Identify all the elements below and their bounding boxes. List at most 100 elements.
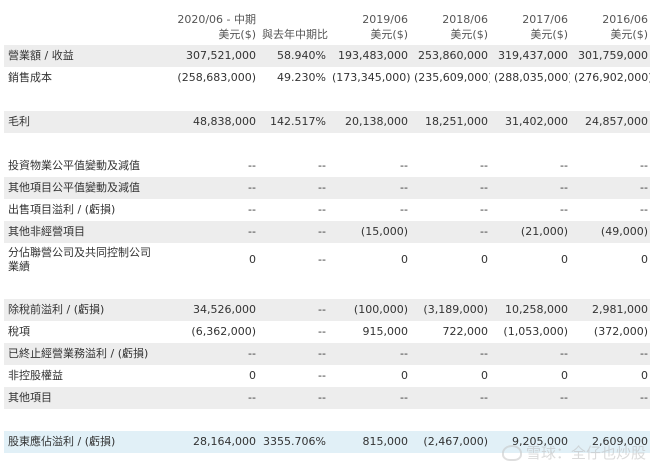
cell: -- xyxy=(570,177,650,199)
cell: 18,251,000 xyxy=(410,111,490,133)
cell: (2,467,000) xyxy=(410,431,490,453)
cell: 193,483,000 xyxy=(328,45,410,67)
cell: 815,000 xyxy=(328,431,410,453)
cell: 2,609,000 xyxy=(570,431,650,453)
header-col-5: 2017/06 美元($) xyxy=(490,12,570,45)
cell: 10,258,000 xyxy=(490,299,570,321)
cell: (258,683,000) xyxy=(177,71,256,84)
row-investment-property-fv: 投資物業公平值變動及減值 -- -- -- -- -- -- xyxy=(4,155,650,177)
cell: -- xyxy=(160,177,258,199)
row-label: 出售項目溢利 / (虧損) xyxy=(8,203,116,216)
spacer-row xyxy=(4,89,650,111)
cell: -- xyxy=(570,387,650,409)
period-label: 2016/06 xyxy=(602,13,648,26)
spacer-row xyxy=(4,409,650,431)
period-label: 2019/06 xyxy=(362,13,408,26)
cell: -- xyxy=(258,299,328,321)
cell: (288,035,000) xyxy=(494,71,570,84)
cell: -- xyxy=(480,159,488,172)
watermark: 雪球：全仔也炒股 xyxy=(501,442,646,463)
cell: -- xyxy=(248,203,256,216)
header-label-cell xyxy=(4,12,160,45)
header-col-3: 2019/06 美元($) xyxy=(328,12,410,45)
row-attributable-profit: 股東應佔溢利 / (虧損) 28,164,000 3355.706% 815,0… xyxy=(4,431,650,453)
period-label: 2020/06 - 中期 xyxy=(177,13,256,26)
cell: 0 xyxy=(401,369,408,382)
row-profit-before-tax: 除稅前溢利 / (虧損) 34,526,000 -- (100,000) (3,… xyxy=(4,299,650,321)
cell: (100,000) xyxy=(328,299,410,321)
row-label: 毛利 xyxy=(4,111,160,133)
cell: -- xyxy=(640,159,648,172)
cell: 915,000 xyxy=(362,325,409,338)
cell: 0 xyxy=(481,369,488,382)
row-other-fv: 其他項目公平值變動及減值 -- -- -- -- -- -- xyxy=(4,177,650,199)
cell: 58.940% xyxy=(258,45,328,67)
cell: -- xyxy=(258,221,328,243)
cell: -- xyxy=(490,177,570,199)
cell: -- xyxy=(410,387,490,409)
period-label: 2018/06 xyxy=(442,13,488,26)
cell: 34,526,000 xyxy=(160,299,258,321)
cell: (372,000) xyxy=(593,325,648,338)
cell: -- xyxy=(328,387,410,409)
cell: -- xyxy=(640,203,648,216)
cell: 0 xyxy=(249,253,256,266)
unit-label: 美元($) xyxy=(530,28,568,41)
cell: -- xyxy=(160,221,258,243)
snowball-logo-icon xyxy=(501,444,522,461)
cell: 24,857,000 xyxy=(570,111,650,133)
row-non-controlling: 非控股權益 0 -- 0 0 0 0 xyxy=(4,365,650,387)
cell: 253,860,000 xyxy=(410,45,490,67)
unit-label: 與去年中期比較 xyxy=(262,28,328,41)
cell: -- xyxy=(318,253,326,266)
row-label: 除稅前溢利 / (虧損) xyxy=(4,299,160,321)
cell: -- xyxy=(258,177,328,199)
spacer-row xyxy=(4,277,650,299)
cell: -- xyxy=(258,387,328,409)
row-label: 投資物業公平值變動及減值 xyxy=(8,159,140,172)
watermark-text: 雪球：全仔也炒股 xyxy=(525,444,646,462)
row-label: 股東應佔溢利 / (虧損) xyxy=(4,431,160,453)
cell: -- xyxy=(400,203,408,216)
cell: 0 xyxy=(641,369,648,382)
row-label: 其他非經營項目 xyxy=(4,221,160,243)
cell: -- xyxy=(328,177,410,199)
cell: (1,053,000) xyxy=(503,325,568,338)
row-label: 其他項目公平值變動及減值 xyxy=(4,177,160,199)
row-label: 分佔聯營公司及共同控制公司業績 xyxy=(8,246,151,273)
cell: -- xyxy=(570,343,650,365)
header-col-1: 2020/06 - 中期美元($) xyxy=(160,12,258,45)
cell: -- xyxy=(400,159,408,172)
cell: 0 xyxy=(401,253,408,266)
cell: -- xyxy=(480,203,488,216)
cell: 319,437,000 xyxy=(490,45,570,67)
cell: (235,609,000) xyxy=(414,71,490,84)
header-col-2: 與去年中期比較 xyxy=(258,12,328,45)
unit-label: 美元($) xyxy=(450,28,488,41)
cell: 49.230% xyxy=(277,71,326,84)
cell: 0 xyxy=(561,369,568,382)
cell: -- xyxy=(410,343,490,365)
cell: -- xyxy=(410,221,490,243)
row-cost-of-sales: 銷售成本 (258,683,000) 49.230% (173,345,000)… xyxy=(4,67,650,89)
row-revenue: 營業額 / 收益 307,521,000 58.940% 193,483,000… xyxy=(4,45,650,67)
cell: 142.517% xyxy=(258,111,328,133)
cell: 28,164,000 xyxy=(160,431,258,453)
row-label: 其他項目 xyxy=(4,387,160,409)
unit-label: 美元($) xyxy=(370,28,408,41)
unit-label: 美元($) xyxy=(218,28,256,41)
cell: 2,981,000 xyxy=(570,299,650,321)
cell: (21,000) xyxy=(490,221,570,243)
cell: -- xyxy=(248,159,256,172)
unit-label: 美元($) xyxy=(610,28,648,41)
cell: 0 xyxy=(561,253,568,266)
period-label: 2017/06 xyxy=(522,13,568,26)
cell: (6,362,000) xyxy=(191,325,256,338)
row-label: 銷售成本 xyxy=(8,71,52,84)
cell: -- xyxy=(560,159,568,172)
cell: -- xyxy=(410,177,490,199)
cell: -- xyxy=(318,369,326,382)
cell: -- xyxy=(318,203,326,216)
